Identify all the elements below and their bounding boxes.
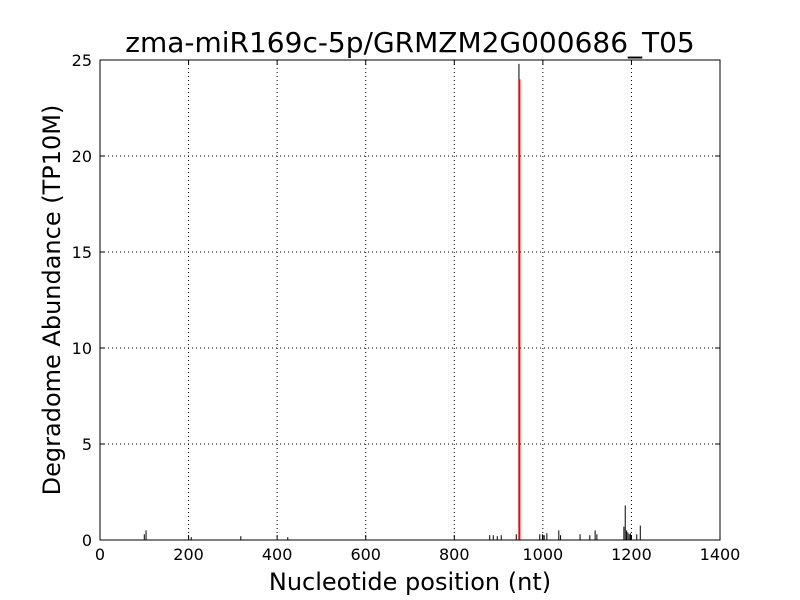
y-tick-label: 10 — [72, 339, 92, 358]
x-tick-label: 0 — [95, 545, 105, 564]
x-axis-title: Nucleotide position (nt) — [269, 568, 551, 596]
x-tick-label: 1400 — [700, 545, 741, 564]
y-axis-title: Degradome Abundance (TP10M) — [38, 105, 66, 496]
x-tick-label: 400 — [262, 545, 293, 564]
x-tick-label: 800 — [439, 545, 470, 564]
x-tick-label: 1200 — [611, 545, 652, 564]
y-tick-label: 20 — [72, 147, 92, 166]
x-tick-label: 1000 — [522, 545, 563, 564]
axis-ticks: 0 200 400 600 800 1000 1200 1400 0 5 10 15 20 25 — [72, 51, 741, 564]
grid-lines — [100, 60, 720, 540]
y-tick-label: 25 — [72, 51, 92, 70]
x-tick-label: 200 — [173, 545, 204, 564]
data-bars — [143, 63, 641, 540]
plot-frame — [99, 59, 721, 541]
chart-title: zma-miR169c-5p/GRMZM2G000686_T05 — [125, 26, 695, 59]
x-tick-label: 600 — [350, 545, 381, 564]
y-tick-label: 15 — [72, 243, 92, 262]
y-tick-label: 5 — [82, 435, 92, 454]
y-tick-label: 0 — [82, 531, 92, 550]
